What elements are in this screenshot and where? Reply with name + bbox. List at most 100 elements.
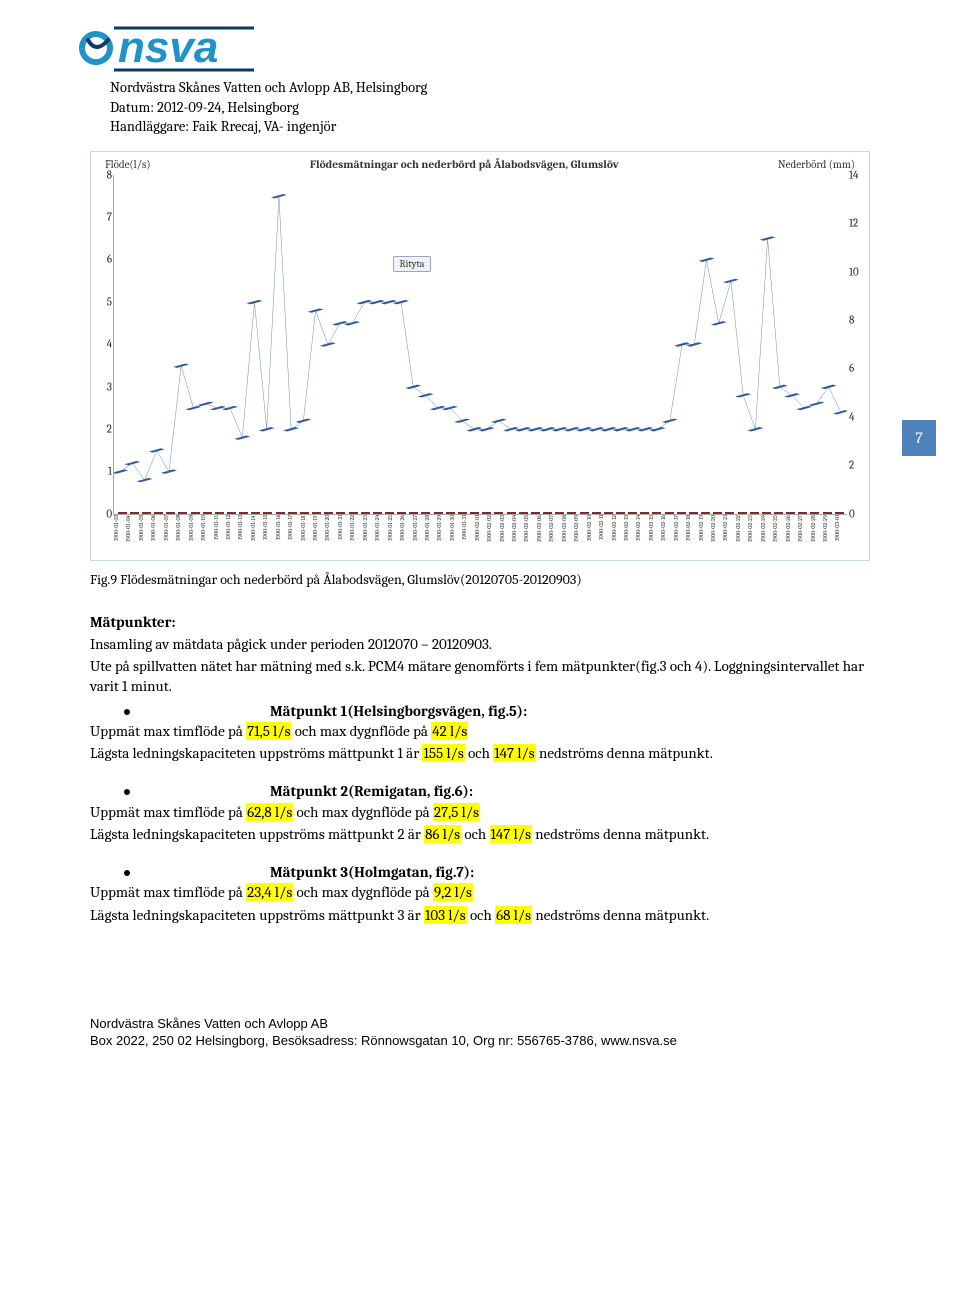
matpunkt-3: Mätpunkt 3(Holmgatan, fig.7): Uppmät max… bbox=[90, 862, 870, 925]
x-axis-label: 1900-02-20 bbox=[710, 515, 722, 555]
page-footer: Nordvästra Skånes Vatten och Avlopp AB B… bbox=[90, 1015, 870, 1078]
chart-bar bbox=[178, 512, 187, 514]
x-axis-label: 1900-02-28 bbox=[810, 515, 822, 555]
chart-bar bbox=[276, 512, 285, 514]
x-axis-label: 1900-01-17 bbox=[287, 515, 299, 555]
bar-slot bbox=[541, 512, 553, 514]
mp2-line2: Lägsta ledningskapaciteten uppströms mät… bbox=[90, 824, 870, 844]
intro-line-1: Insamling av mätdata pågick under period… bbox=[90, 634, 870, 654]
mp1-dygnflode: 42 l/s bbox=[431, 722, 468, 740]
header-meta: Nordvästra Skånes Vatten och Avlopp AB, … bbox=[0, 74, 960, 151]
x-axis-label: 1900-02-22 bbox=[735, 515, 747, 555]
x-axis-label: 1900-01-26 bbox=[399, 515, 411, 555]
chart-bar bbox=[118, 512, 127, 514]
x-axis-label: 1900-01-24 bbox=[374, 515, 386, 555]
bar-slot bbox=[189, 512, 201, 514]
ytick-right: 10 bbox=[849, 265, 865, 278]
bar-slot bbox=[663, 512, 675, 514]
bar-slot bbox=[614, 512, 626, 514]
chart-bar bbox=[580, 512, 589, 514]
bar-slot bbox=[772, 512, 784, 514]
nsva-logo: nsva bbox=[78, 22, 258, 74]
chart-bar bbox=[385, 512, 394, 514]
x-axis-label: 1900-01-12 bbox=[225, 515, 237, 555]
bar-slot bbox=[602, 512, 614, 514]
chart-bar bbox=[421, 512, 430, 514]
chart-plot-area: Rityta 01234567802468101214 bbox=[113, 175, 847, 515]
mp3-head: Mätpunkt 3(Holmgatan, fig.7): bbox=[270, 862, 474, 882]
footer-line-1: Nordvästra Skånes Vatten och Avlopp AB bbox=[90, 1015, 870, 1033]
x-axis-label: 1900-02-01 bbox=[474, 515, 486, 555]
bullet-icon bbox=[124, 789, 130, 795]
chart-bar bbox=[191, 512, 200, 514]
chart-bar bbox=[227, 512, 236, 514]
chart-title: Flödesmätningar och nederbörd på Ålabods… bbox=[310, 158, 619, 171]
bar-slot bbox=[238, 512, 250, 514]
x-axis-label: 1900-01-30 bbox=[449, 515, 461, 555]
bar-slot bbox=[128, 512, 140, 514]
x-axis-label: 1900-02-29 bbox=[822, 515, 834, 555]
bar-slot bbox=[590, 512, 602, 514]
bar-slot bbox=[687, 512, 699, 514]
page-number-badge: 7 bbox=[902, 420, 936, 456]
ytick-left: 8 bbox=[100, 168, 112, 181]
header-logo-row: nsva bbox=[0, 0, 960, 74]
chart-bar bbox=[519, 512, 528, 514]
bar-slot bbox=[335, 512, 347, 514]
chart-bar bbox=[349, 512, 358, 514]
chart-bar bbox=[166, 512, 175, 514]
mp2-timflode: 62,8 l/s bbox=[246, 803, 293, 821]
chart-bar bbox=[482, 512, 491, 514]
bar-slot bbox=[517, 512, 529, 514]
bar-slot bbox=[760, 512, 772, 514]
chart-bar bbox=[543, 512, 552, 514]
chart-x-labels: 1900-01-031900-01-041900-01-051900-01-06… bbox=[113, 515, 847, 555]
chart-bar bbox=[701, 512, 710, 514]
chart-bar bbox=[555, 512, 564, 514]
bar-slot bbox=[262, 512, 274, 514]
x-axis-label: 1900-02-26 bbox=[785, 515, 797, 555]
x-axis-label: 1900-02-06 bbox=[536, 515, 548, 555]
x-axis-label: 1900-01-11 bbox=[213, 515, 225, 555]
mp2-head: Mätpunkt 2(Remigatan, fig.6): bbox=[270, 781, 473, 801]
chart-bar bbox=[738, 512, 747, 514]
mp3-upstream: 103 l/s bbox=[424, 906, 467, 924]
bar-slot bbox=[140, 512, 152, 514]
x-axis-label: 1900-02-03 bbox=[499, 515, 511, 555]
chart-bar bbox=[409, 512, 418, 514]
ytick-left: 4 bbox=[100, 338, 112, 351]
x-axis-label: 1900-01-06 bbox=[150, 515, 162, 555]
chart-bar bbox=[446, 512, 455, 514]
mp1-line2: Lägsta ledningskapaciteten uppströms mät… bbox=[90, 743, 870, 763]
chart-bar bbox=[458, 512, 467, 514]
bar-slot bbox=[383, 512, 395, 514]
chart-bar bbox=[215, 512, 224, 514]
chart-bar bbox=[507, 512, 516, 514]
bar-slot bbox=[274, 512, 286, 514]
chart-bar bbox=[251, 512, 260, 514]
bar-slot bbox=[809, 512, 821, 514]
chart-bar bbox=[312, 512, 321, 514]
chart-bar bbox=[288, 512, 297, 514]
mp1-downstream: 147 l/s bbox=[493, 744, 535, 762]
bar-slot bbox=[481, 512, 493, 514]
chart-bar bbox=[324, 512, 333, 514]
bar-slot bbox=[675, 512, 687, 514]
x-axis-label: 1900-02-12 bbox=[611, 515, 623, 555]
x-axis-label: 1900-02-04 bbox=[511, 515, 523, 555]
x-axis-label: 1900-02-18 bbox=[685, 515, 697, 555]
chart-bar bbox=[567, 512, 576, 514]
body-content: Mätpunkter: Insamling av mätdata pågick … bbox=[90, 612, 870, 925]
chart-bar bbox=[263, 512, 272, 514]
x-axis-label: 1900-01-13 bbox=[237, 515, 249, 555]
bar-slot bbox=[529, 512, 541, 514]
bar-slot bbox=[797, 512, 809, 514]
bar-slot bbox=[724, 512, 736, 514]
matpunkt-1: Mätpunkt 1(Helsingborgsvägen, fig.5): Up… bbox=[90, 701, 870, 764]
x-axis-label: 1900-01-25 bbox=[387, 515, 399, 555]
bar-slot bbox=[396, 512, 408, 514]
chart-bar bbox=[592, 512, 601, 514]
chart-bar bbox=[531, 512, 540, 514]
chart-bar bbox=[835, 512, 844, 514]
chart-bar bbox=[628, 512, 637, 514]
